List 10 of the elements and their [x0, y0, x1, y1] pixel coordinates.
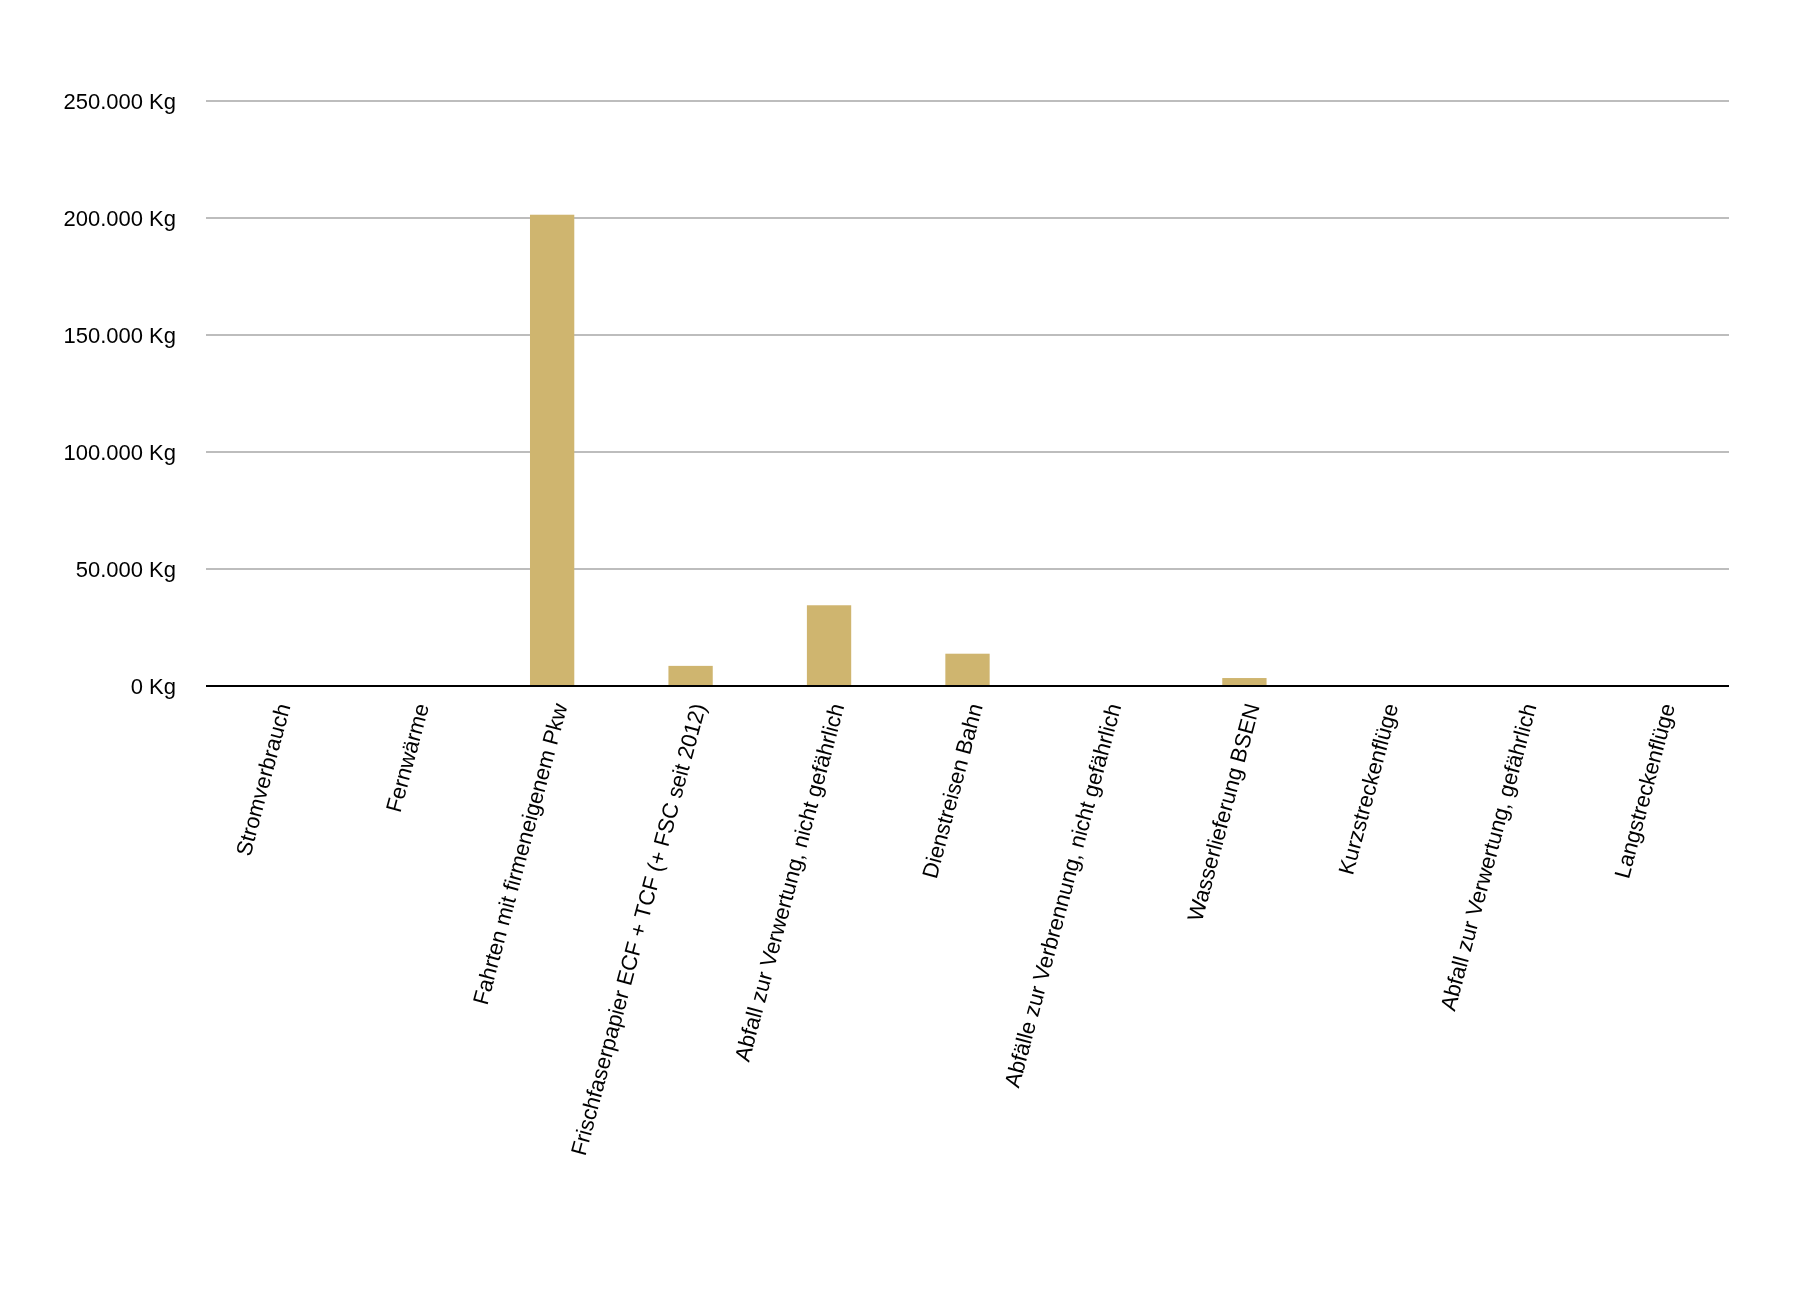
y-tick-label: 50.000 Kg [75, 556, 176, 582]
bar [806, 605, 852, 686]
y-tick-label: 100.000 Kg [63, 439, 176, 465]
y-tick-label: 150.000 Kg [63, 322, 176, 348]
y-tick-label: 0 Kg [130, 673, 176, 699]
bar [668, 665, 713, 686]
y-tick-label: 200.000 Kg [63, 205, 176, 231]
y-tick-label: 250.000 Kg [63, 88, 176, 114]
bar [945, 653, 990, 686]
bar [529, 214, 575, 686]
